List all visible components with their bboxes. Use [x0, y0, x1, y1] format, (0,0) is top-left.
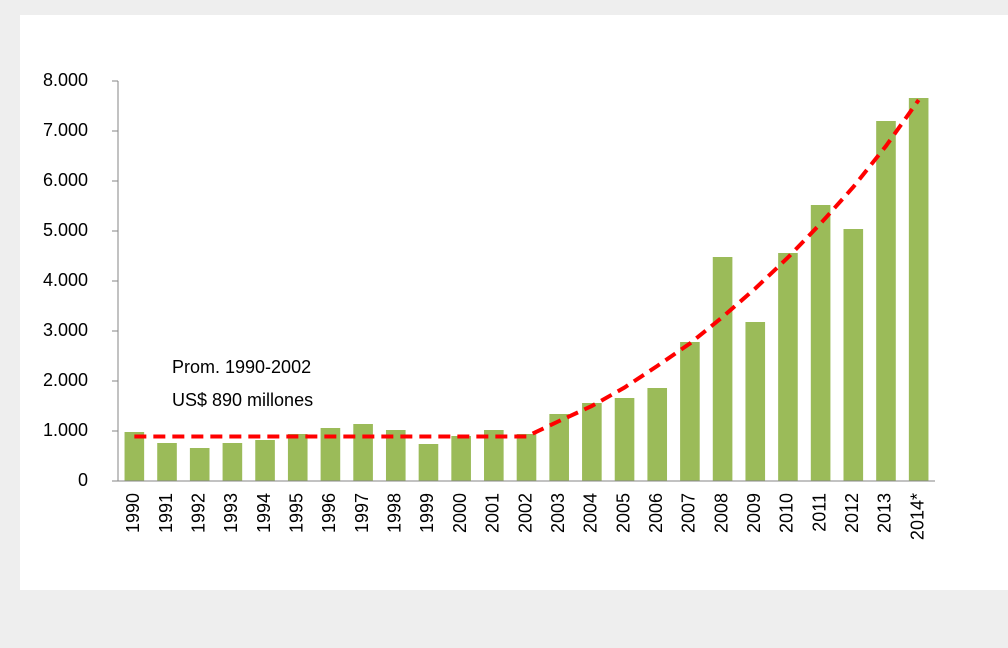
y-tick-label: 1.000 — [43, 420, 88, 440]
bar — [582, 403, 602, 481]
x-tick-label: 2007 — [679, 493, 699, 533]
x-tick-label: 1999 — [417, 493, 437, 533]
bar — [353, 424, 373, 481]
x-tick-label: 2012 — [842, 493, 862, 533]
bar — [712, 257, 733, 481]
x-tick-label: 1996 — [319, 493, 339, 533]
x-tick-label: 2002 — [515, 493, 535, 533]
x-tick-label: 1992 — [188, 493, 208, 533]
bar — [516, 434, 537, 481]
y-tick-label: 5.000 — [43, 220, 88, 240]
y-tick-label: 3.000 — [43, 320, 88, 340]
bar — [680, 342, 700, 481]
x-tick-label: 2009 — [744, 493, 764, 533]
bar — [385, 430, 406, 481]
bar — [418, 444, 439, 481]
x-tick-label: 1994 — [254, 493, 274, 533]
x-tick-label: 1991 — [156, 493, 176, 533]
panel — [20, 15, 1008, 590]
bar — [222, 443, 243, 481]
x-tick-label: 1997 — [352, 493, 372, 533]
bar — [614, 398, 635, 481]
bar — [124, 432, 145, 481]
x-tick-label: 2004 — [581, 493, 601, 533]
x-tick-label: 2006 — [646, 493, 666, 533]
bar — [647, 388, 668, 481]
bar — [320, 428, 341, 481]
x-tick-label: 1998 — [385, 493, 405, 533]
y-tick-label: 7.000 — [43, 120, 88, 140]
x-tick-label: 1995 — [286, 493, 306, 533]
bar — [451, 436, 471, 481]
bar — [810, 205, 831, 481]
x-tick-label: 2000 — [450, 493, 470, 533]
x-tick-label: 2005 — [613, 493, 633, 533]
bar — [157, 443, 177, 481]
y-tick-label: 4.000 — [43, 270, 88, 290]
x-tick-label: 1993 — [221, 493, 241, 533]
bar — [255, 440, 275, 481]
bar — [843, 229, 864, 481]
bar — [287, 434, 308, 481]
annotation: Prom. 1990-2002 — [172, 357, 311, 377]
x-tick-label: 2014* — [907, 493, 927, 540]
bar — [778, 253, 798, 481]
x-tick-label: 2001 — [483, 493, 503, 533]
bar — [484, 430, 504, 481]
x-tick-label: 1990 — [123, 493, 143, 533]
y-tick-label: 8.000 — [43, 70, 88, 90]
bar — [745, 322, 766, 481]
bar — [876, 121, 896, 481]
trend-line — [134, 98, 921, 439]
bar — [189, 448, 210, 481]
x-tick-label: 2008 — [711, 493, 731, 533]
x-tick-label: 2013 — [875, 493, 895, 533]
x-tick-label: 2010 — [777, 493, 797, 533]
y-tick-label: 6.000 — [43, 170, 88, 190]
x-tick-label: 2003 — [548, 493, 568, 533]
bar — [549, 414, 569, 481]
y-tick-label: 2.000 — [43, 370, 88, 390]
bar — [908, 98, 929, 481]
x-tick-label: 2011 — [809, 493, 829, 532]
y-tick-label: 0 — [78, 470, 88, 490]
annotation: US$ 890 millones — [172, 390, 313, 410]
